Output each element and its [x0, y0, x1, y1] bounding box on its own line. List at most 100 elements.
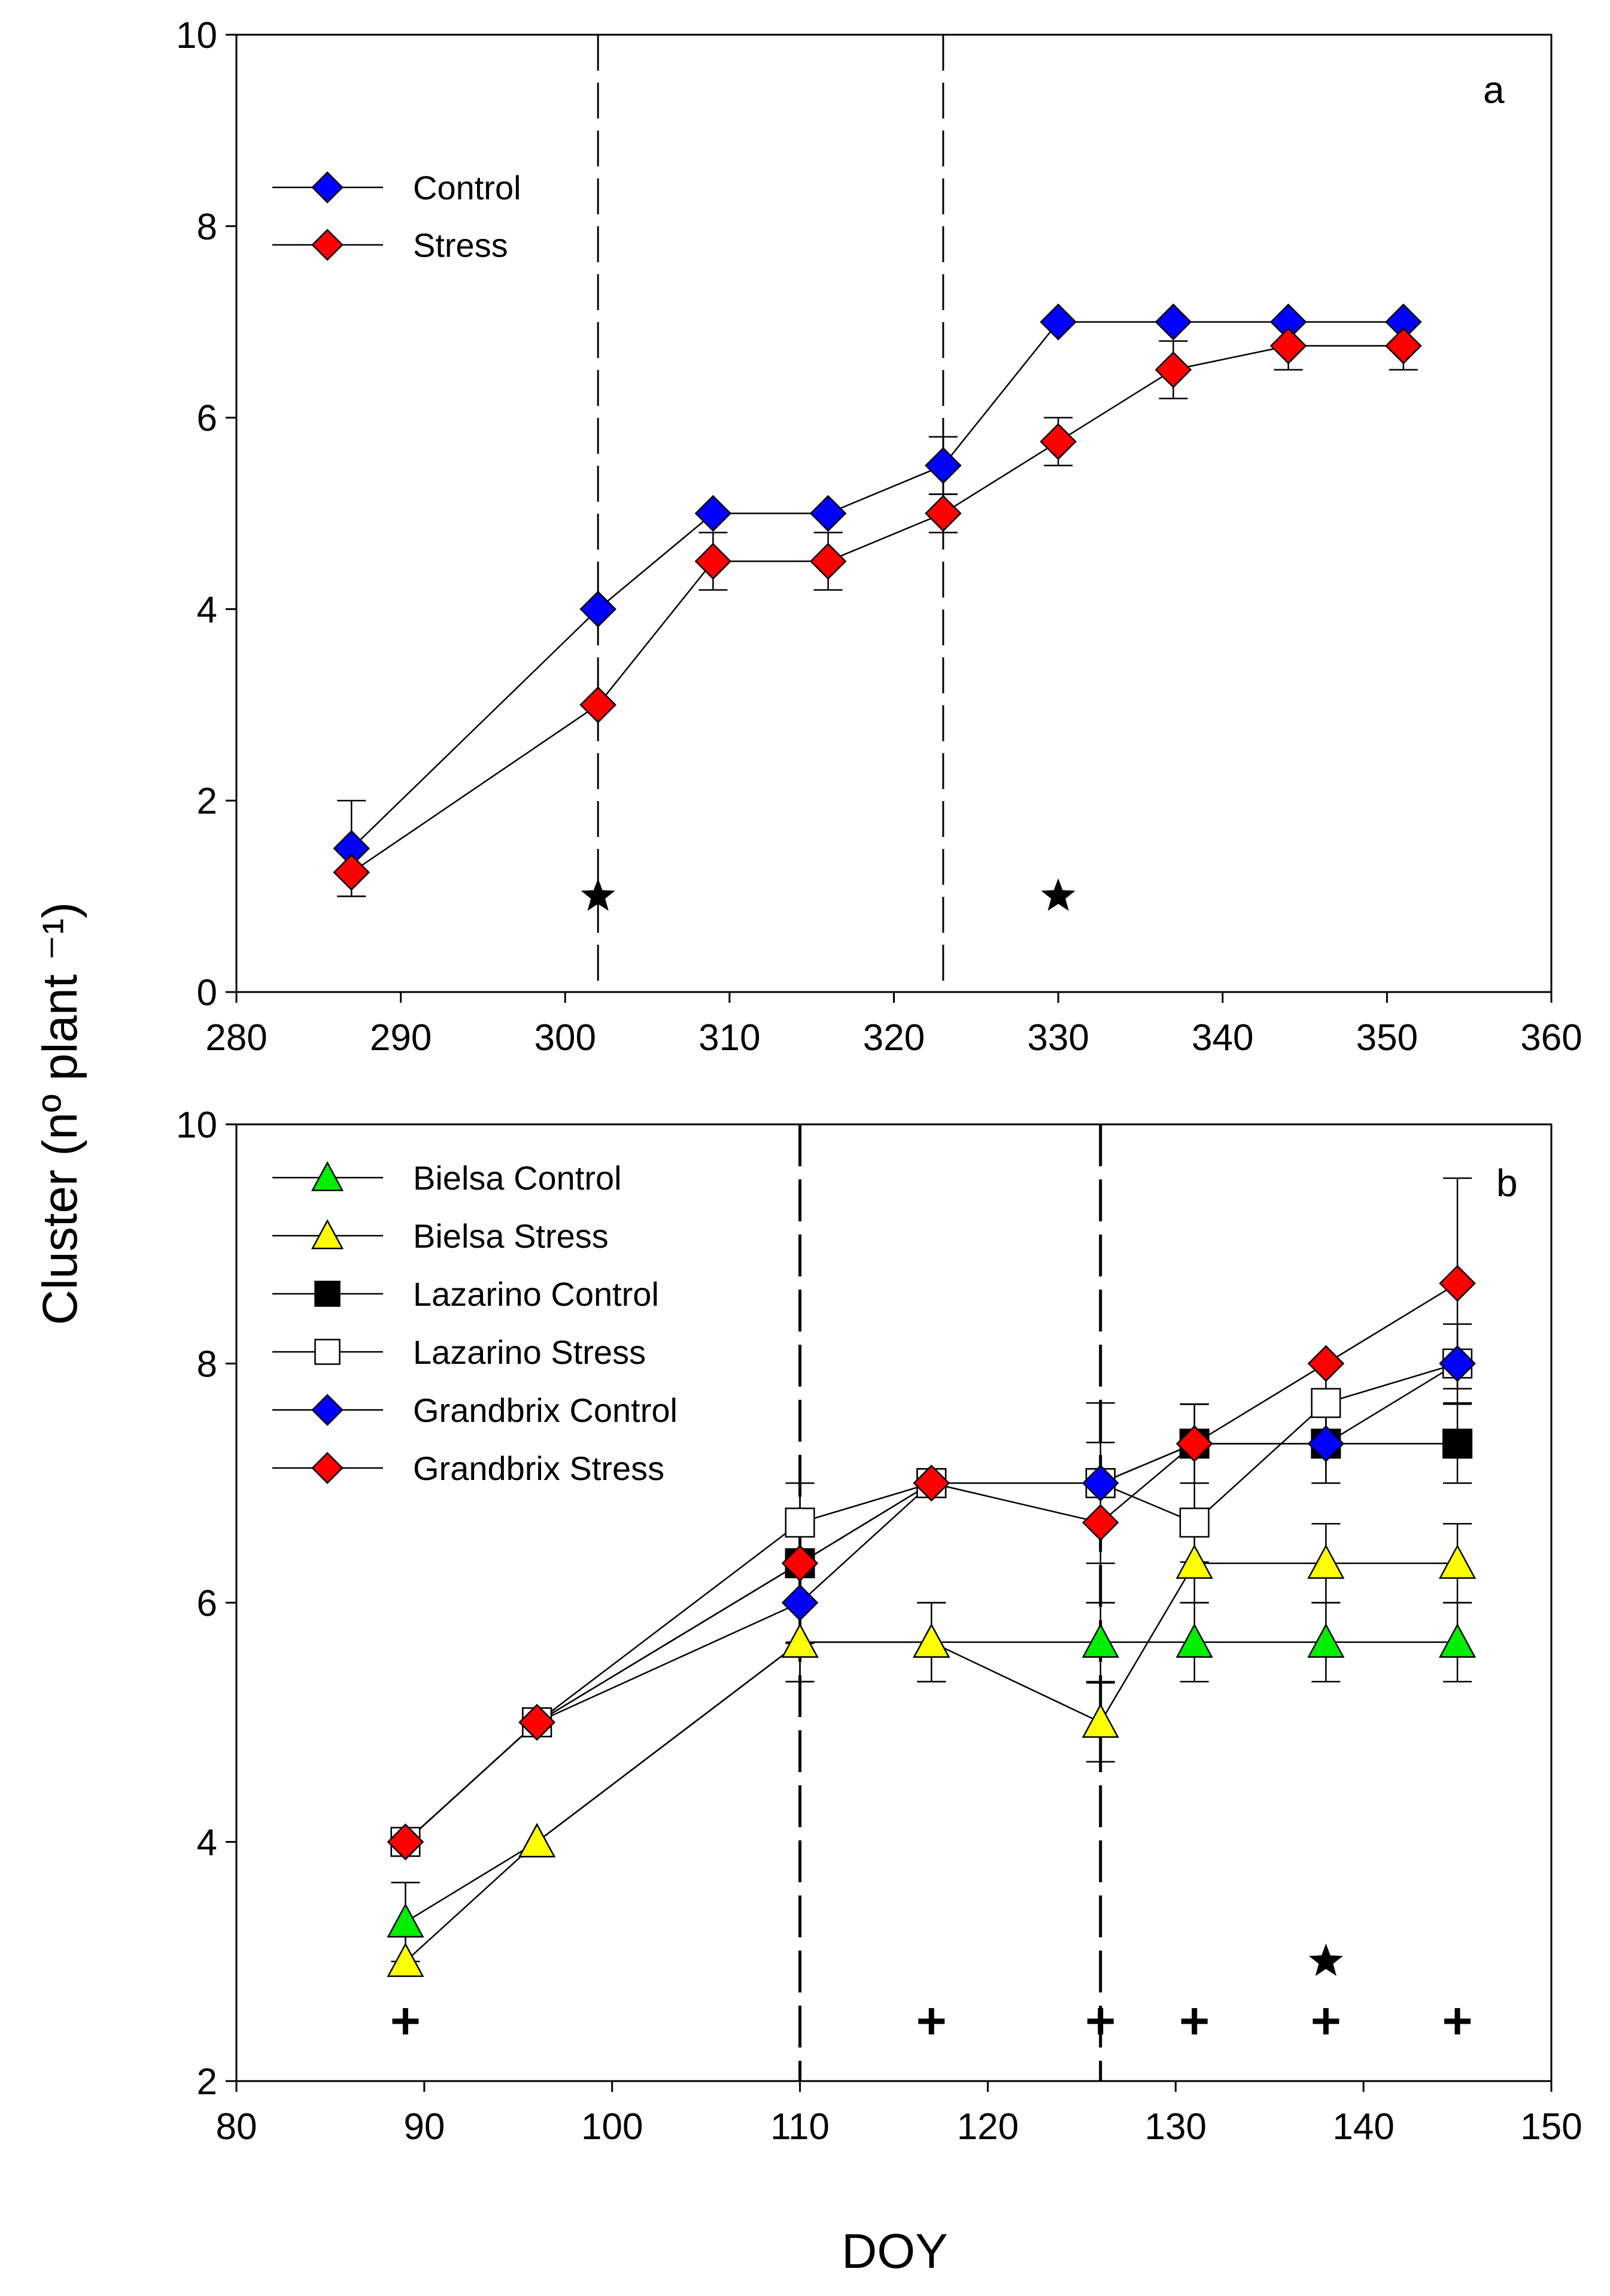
- x-tick-label: 340: [1192, 1017, 1253, 1058]
- x-tick-label: 80: [216, 2106, 257, 2148]
- data-point: [913, 1464, 950, 1502]
- plot-frame: [235, 1123, 1553, 2082]
- significance-plus-icon: [1313, 2008, 1339, 2035]
- data-point: [1439, 1345, 1476, 1382]
- y-tick-label: 4: [197, 1822, 217, 1864]
- data-point: [809, 542, 847, 580]
- y-tick-label: 6: [197, 1583, 217, 1624]
- y-tick-label: 0: [197, 972, 217, 1014]
- legend-marker: [311, 229, 344, 261]
- data-point: [1307, 1544, 1345, 1579]
- legend-marker: [314, 1339, 341, 1365]
- y-tick-label: 8: [197, 207, 217, 248]
- data-point: [809, 495, 847, 532]
- data-point: [1175, 1623, 1213, 1658]
- significance-plus-icon: [1181, 2008, 1208, 2035]
- significance-star-icon: [1041, 878, 1076, 911]
- x-tick-label: 320: [863, 1017, 925, 1058]
- y-tick-label: 2: [197, 2061, 217, 2103]
- panel-b-chart: 80 90 100 110 120 130 140 150 2 4 6 8 10 Bielsa Contr…: [176, 1105, 1582, 2148]
- data-point: [1307, 1425, 1345, 1463]
- legend-label: Grandbrix Stress: [413, 1449, 664, 1487]
- data-point: [781, 1623, 819, 1658]
- y-tick-label: 4: [197, 589, 217, 630]
- data-point: [1175, 1544, 1213, 1579]
- legend-marker: [311, 1394, 344, 1426]
- data-point: [1040, 423, 1077, 460]
- data-point: [1179, 1508, 1210, 1538]
- significance-plus-icon: [1087, 2008, 1114, 2035]
- data-point: [579, 590, 616, 628]
- significance-star-icon: [1308, 1943, 1343, 1976]
- data-point: [694, 495, 732, 532]
- legend-label: Control: [413, 169, 521, 207]
- data-point: [387, 1823, 424, 1861]
- data-point: [785, 1508, 815, 1538]
- data-point: [1155, 351, 1192, 389]
- data-point: [1175, 1425, 1213, 1463]
- x-tick-label: 90: [403, 2106, 445, 2148]
- data-point: [1438, 1623, 1477, 1658]
- series-line: [351, 321, 1404, 850]
- x-tick-label: 360: [1520, 1017, 1582, 1058]
- series-line: [405, 1641, 1458, 1923]
- y-axis-title: Cluster (nº plant ⁻¹): [33, 902, 87, 1326]
- data-point: [518, 1822, 556, 1858]
- panel-letter: a: [1483, 68, 1505, 111]
- data-point: [781, 1584, 819, 1621]
- legend-label: Bielsa Stress: [413, 1217, 609, 1255]
- data-point: [1082, 1703, 1119, 1738]
- x-axis-title: DOY: [842, 2224, 948, 2279]
- x-tick-label: 280: [205, 1017, 267, 1058]
- x-tick-label: 310: [698, 1017, 760, 1058]
- x-tick-label: 110: [770, 2106, 830, 2148]
- data-point: [1442, 1428, 1473, 1459]
- legend-marker: [311, 1452, 344, 1484]
- data-point: [1439, 1264, 1476, 1302]
- legend-label: Bielsa Control: [413, 1159, 622, 1197]
- significance-plus-icon: [918, 2008, 945, 2035]
- x-tick-label: 120: [957, 2106, 1019, 2148]
- legend-marker: [311, 1219, 344, 1249]
- legend-marker: [311, 1161, 344, 1191]
- series-line: [351, 345, 1404, 873]
- x-tick-label: 290: [370, 1017, 432, 1058]
- significance-plus-icon: [392, 2008, 419, 2035]
- legend-label: Lazarino Stress: [413, 1333, 646, 1371]
- x-tick-label: 330: [1027, 1017, 1089, 1058]
- legend-marker: [311, 171, 344, 204]
- data-point: [387, 1942, 424, 1977]
- data-point: [913, 1623, 950, 1658]
- y-tick-label: 2: [197, 781, 217, 822]
- data-point: [518, 1703, 555, 1741]
- legend-label: Stress: [413, 226, 508, 264]
- data-point: [1307, 1623, 1345, 1658]
- x-tick-label: 300: [534, 1017, 596, 1058]
- data-point: [1040, 303, 1077, 341]
- significance-plus-icon: [1444, 2008, 1471, 2035]
- data-point: [1307, 1345, 1345, 1382]
- data-point: [579, 686, 616, 724]
- series-line: [405, 1363, 1458, 1843]
- x-tick-label: 130: [1145, 2106, 1207, 2148]
- series-line: [405, 1282, 1458, 1843]
- plot-frame: [235, 34, 1553, 993]
- panel-letter: b: [1496, 1161, 1518, 1205]
- series-line: [405, 1562, 1458, 1963]
- data-point: [1385, 327, 1422, 365]
- x-tick-label: 350: [1356, 1017, 1418, 1058]
- data-point: [387, 1903, 424, 1938]
- data-point: [925, 495, 962, 532]
- y-tick-label: 8: [197, 1344, 217, 1385]
- data-point: [1082, 1623, 1119, 1658]
- data-point: [925, 447, 962, 484]
- legend-label: Grandbrix Control: [413, 1391, 678, 1429]
- data-point: [694, 542, 732, 580]
- data-point: [781, 1545, 819, 1582]
- data-point: [1082, 1504, 1119, 1541]
- data-point: [1311, 1388, 1341, 1418]
- x-tick-label: 150: [1520, 2106, 1582, 2148]
- data-point: [1082, 1464, 1119, 1502]
- significance-star-icon: [581, 878, 615, 911]
